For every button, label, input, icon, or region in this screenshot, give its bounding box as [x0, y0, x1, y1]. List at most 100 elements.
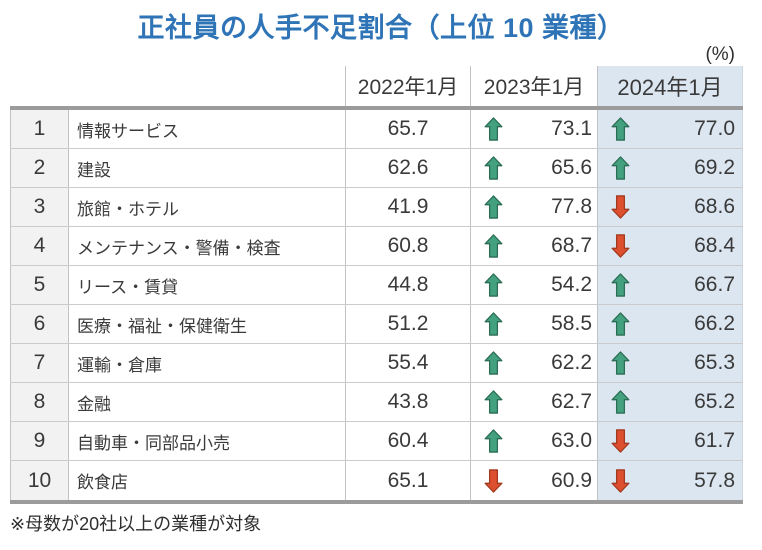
value-2024-cell-value: 66.2: [694, 312, 735, 335]
table-row: 10 飲食店 65.1 60.9 57.8: [10, 461, 743, 500]
value-2024-cell-value: 68.6: [694, 195, 735, 218]
value-2023-cell-value: 63.0: [551, 429, 592, 452]
value-2023-cell: 77.8: [470, 188, 597, 226]
up-arrow-icon: [611, 390, 630, 414]
value-2024-cell-value: 65.3: [694, 351, 735, 374]
value-2022-cell: 51.2: [345, 305, 470, 343]
down-arrow-icon: [484, 468, 503, 493]
value-2023-cell-value: 58.5: [551, 312, 592, 335]
value-2024-cell: 69.2: [597, 149, 743, 187]
up-arrow-icon: [484, 429, 503, 453]
value-2024-cell: 77.0: [597, 110, 743, 148]
down-arrow-icon: [611, 429, 630, 453]
value-2023-cell: 68.7: [470, 227, 597, 265]
up-arrow-icon: [611, 312, 630, 336]
table-row: 4 メンテナンス・警備・検査 60.8 68.7 68.4: [10, 227, 743, 266]
rank-cell: 9: [10, 422, 68, 460]
value-2024-cell-value: 77.0: [694, 117, 735, 140]
value-2023-cell-value: 77.8: [551, 195, 592, 218]
table-row: 3 旅館・ホテル 41.9 77.8 68.6: [10, 188, 743, 227]
rank-cell: 4: [10, 227, 68, 265]
up-arrow-icon: [484, 195, 503, 219]
down-arrow-icon: [611, 468, 630, 493]
value-2023-cell: 63.0: [470, 422, 597, 460]
value-2023-cell-value: 68.7: [551, 234, 592, 257]
table-row: 5 リース・賃貸 44.8 54.2 66.7: [10, 266, 743, 305]
value-2022-cell: 65.1: [345, 461, 470, 500]
table-row: 2 建設 62.6 65.6 69.2: [10, 149, 743, 188]
value-2022-cell: 55.4: [345, 344, 470, 382]
up-arrow-icon: [484, 390, 503, 414]
value-2022-cell: 60.4: [345, 422, 470, 460]
table-bottom-border: [10, 500, 743, 504]
value-2024-cell-value: 61.7: [694, 429, 735, 452]
up-arrow-icon: [484, 312, 503, 336]
value-2024-cell: 68.6: [597, 188, 743, 226]
column-header-2024: 2024年1月: [597, 66, 743, 106]
value-2023-cell: 60.9: [470, 461, 597, 500]
value-2024-cell: 57.8: [597, 461, 743, 500]
up-arrow-icon: [611, 273, 630, 297]
rank-cell: 2: [10, 149, 68, 187]
value-2024-cell: 66.7: [597, 266, 743, 304]
table-row: 9 自動車・同部品小売 60.4 63.0 61.7: [10, 422, 743, 461]
industry-cell: 旅館・ホテル: [68, 188, 345, 226]
table-header-row: 2022年1月 2023年1月 2024年1月: [10, 66, 743, 106]
industry-cell: 運輸・倉庫: [68, 344, 345, 382]
down-arrow-icon: [611, 195, 630, 219]
table-body: 1 情報サービス 65.7 73.1 77.0 2 建設 62.6 65.6 69.2 3 旅館・ホテ…: [10, 110, 743, 500]
value-2023-cell-value: 62.7: [551, 390, 592, 413]
value-2023-cell: 54.2: [470, 266, 597, 304]
value-2023-cell-value: 65.6: [551, 156, 592, 179]
industry-cell: 医療・福祉・保健衛生: [68, 305, 345, 343]
unit-label: (%): [705, 44, 735, 65]
value-2023-cell-value: 62.2: [551, 351, 592, 374]
value-2024-cell: 65.2: [597, 383, 743, 421]
down-arrow-icon: [611, 234, 630, 258]
header-spacer-industry: [68, 66, 345, 106]
value-2022-cell: 43.8: [345, 383, 470, 421]
value-2024-cell-value: 57.8: [694, 468, 735, 492]
column-header-2023: 2023年1月: [470, 66, 597, 106]
industry-cell: メンテナンス・警備・検査: [68, 227, 345, 265]
value-2024-cell-value: 65.2: [694, 390, 735, 413]
value-2024-cell: 66.2: [597, 305, 743, 343]
value-2023-cell-value: 73.1: [551, 117, 592, 140]
table-row: 1 情報サービス 65.7 73.1 77.0: [10, 110, 743, 149]
value-2023-cell-value: 54.2: [551, 273, 592, 296]
value-2024-cell-value: 68.4: [694, 234, 735, 257]
industry-cell: 自動車・同部品小売: [68, 422, 345, 460]
footnote: ※母数が20社以上の業種が対象: [10, 514, 262, 534]
table-row: 8 金融 43.8 62.7 65.2: [10, 383, 743, 422]
value-2022-cell: 62.6: [345, 149, 470, 187]
value-2023-cell-value: 60.9: [551, 468, 592, 492]
up-arrow-icon: [484, 117, 503, 141]
rank-cell: 6: [10, 305, 68, 343]
table-row: 7 運輸・倉庫 55.4 62.2 65.3: [10, 344, 743, 383]
table-top-border: [10, 106, 743, 110]
rank-cell: 8: [10, 383, 68, 421]
industry-cell: 建設: [68, 149, 345, 187]
header-spacer-rank: [10, 66, 68, 106]
up-arrow-icon: [484, 273, 503, 297]
industry-cell: 情報サービス: [68, 110, 345, 148]
value-2024-cell: 61.7: [597, 422, 743, 460]
industry-cell: 飲食店: [68, 461, 345, 500]
value-2023-cell: 58.5: [470, 305, 597, 343]
up-arrow-icon: [611, 117, 630, 141]
value-2023-cell: 73.1: [470, 110, 597, 148]
up-arrow-icon: [484, 234, 503, 258]
value-2023-cell: 62.2: [470, 344, 597, 382]
value-2022-cell: 65.7: [345, 110, 470, 148]
value-2024-cell: 65.3: [597, 344, 743, 382]
value-2024-cell-value: 69.2: [694, 156, 735, 179]
value-2022-cell: 60.8: [345, 227, 470, 265]
rank-cell: 5: [10, 266, 68, 304]
value-2022-cell: 44.8: [345, 266, 470, 304]
industry-cell: リース・賃貸: [68, 266, 345, 304]
up-arrow-icon: [611, 156, 630, 180]
figure-title: 正社員の人手不足割合（上位 10 業種）: [137, 13, 625, 43]
value-2024-cell-value: 66.7: [694, 273, 735, 296]
table-row: 6 医療・福祉・保健衛生 51.2 58.5 66.2: [10, 305, 743, 344]
